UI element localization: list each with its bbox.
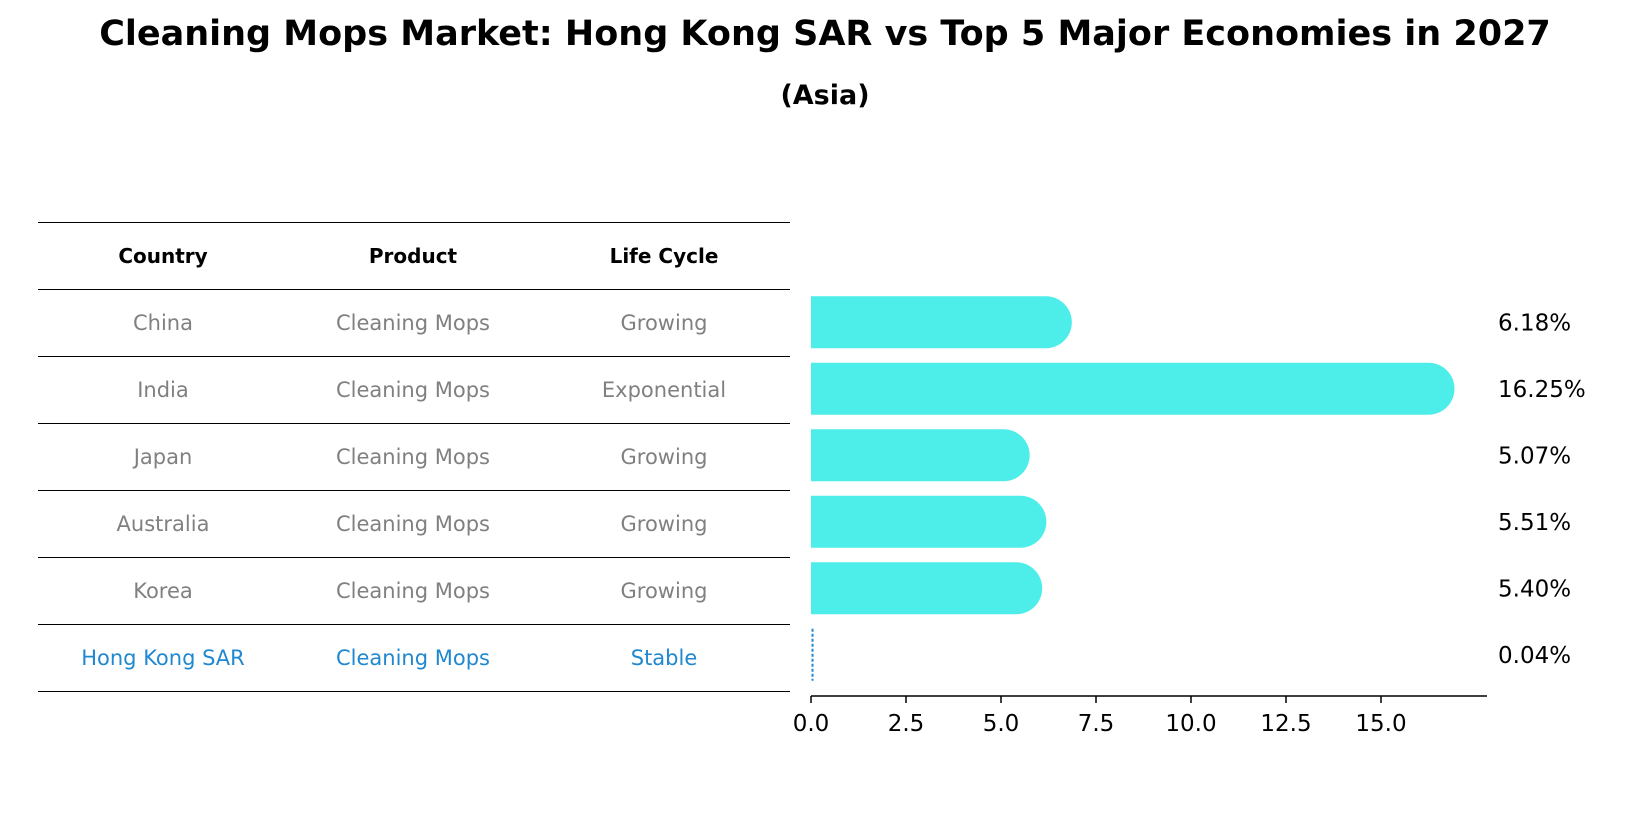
cell-life-cycle: Growing: [620, 512, 708, 536]
value-label: 16.25%: [1498, 377, 1586, 403]
x-tick-label: 12.5: [1260, 711, 1311, 737]
table-row: India Cleaning Mops Exponential: [38, 356, 790, 423]
cell-product: Cleaning Mops: [336, 445, 490, 469]
value-label: 5.07%: [1498, 443, 1571, 469]
cell-country: India: [137, 378, 189, 402]
cell-product: Cleaning Mops: [336, 512, 490, 536]
table-row: Korea Cleaning Mops Growing: [38, 557, 790, 624]
table-row: Australia Cleaning Mops Growing: [38, 490, 790, 557]
cell-country: Japan: [133, 445, 193, 469]
data-table: Country Product Life Cycle China Cleanin…: [38, 222, 790, 692]
table-header-row: Country Product Life Cycle: [38, 222, 790, 289]
cell-life-cycle: Growing: [620, 445, 708, 469]
bar-australia: [811, 495, 1047, 548]
cell-country: Hong Kong SAR: [81, 646, 245, 670]
table-row: Japan Cleaning Mops Growing: [38, 423, 790, 490]
value-label: 5.40%: [1498, 576, 1571, 602]
cell-product: Cleaning Mops: [336, 646, 490, 670]
chart-title: Cleaning Mops Market: Hong Kong SAR vs T…: [99, 14, 1551, 54]
bar-japan: [811, 429, 1030, 482]
x-tick-label: 0.0: [793, 711, 830, 737]
chart-subtitle: (Asia): [780, 80, 870, 111]
cell-life-cycle: Stable: [630, 646, 698, 670]
cell-country: Korea: [133, 579, 193, 603]
header-life-cycle: Life Cycle: [609, 244, 719, 268]
cell-life-cycle: Exponential: [601, 378, 727, 402]
bar-india: [811, 362, 1455, 415]
bar-korea: [811, 562, 1043, 615]
cell-country: Australia: [116, 512, 210, 536]
cell-product: Cleaning Mops: [336, 579, 490, 603]
cell-country: China: [133, 311, 193, 335]
value-label: 0.04%: [1498, 643, 1571, 669]
value-label: 5.51%: [1498, 510, 1571, 536]
bar-china: [811, 296, 1072, 349]
cell-product: Cleaning Mops: [336, 311, 490, 335]
cell-life-cycle: Growing: [620, 579, 708, 603]
x-tick-label: 15.0: [1355, 711, 1406, 737]
cell-life-cycle: Growing: [620, 311, 708, 335]
header-country: Country: [118, 244, 208, 268]
x-tick-label: 2.5: [888, 711, 925, 737]
header-product: Product: [368, 244, 458, 268]
x-tick-label: 7.5: [1078, 711, 1115, 737]
value-label: 6.18%: [1498, 310, 1571, 336]
cell-product: Cleaning Mops: [336, 378, 490, 402]
table-row: China Cleaning Mops Growing: [38, 289, 790, 356]
x-tick-label: 5.0: [983, 711, 1020, 737]
table-row-highlight: Hong Kong SAR Cleaning Mops Stable: [38, 624, 790, 692]
x-tick-label: 10.0: [1165, 711, 1216, 737]
